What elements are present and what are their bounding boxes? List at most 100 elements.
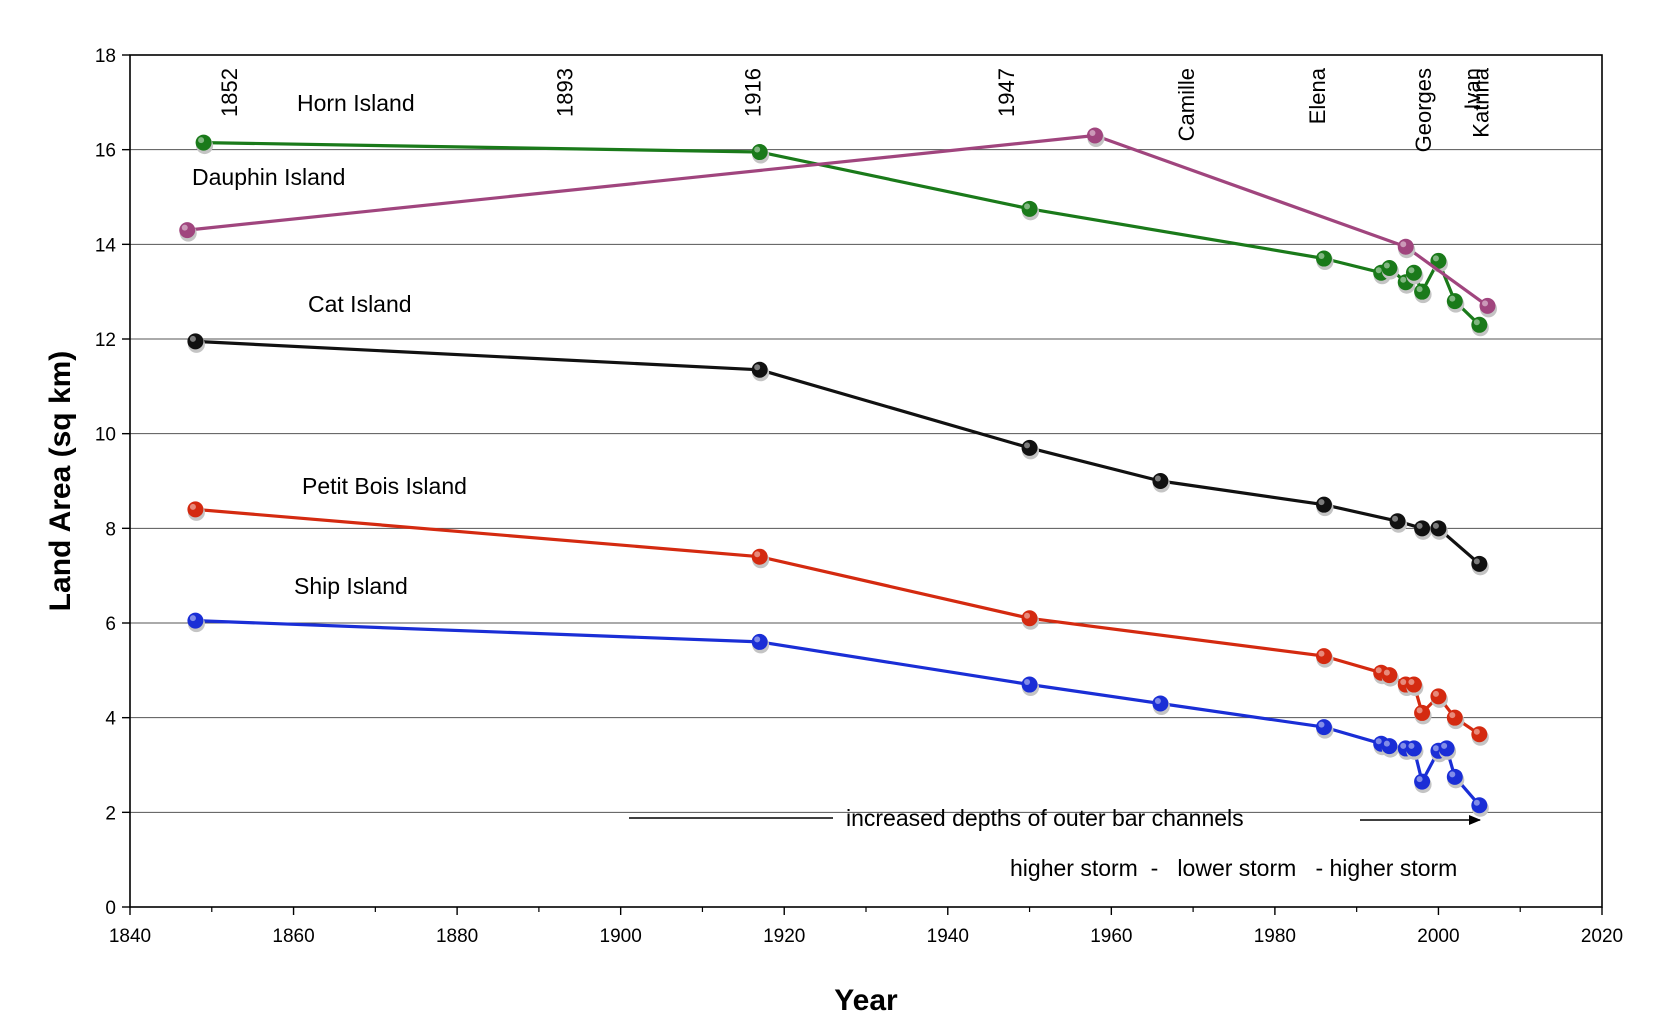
point-highlight-ship-island-11 [1441,742,1448,749]
point-highlight-petit-bois-island-4 [1375,667,1382,674]
point-highlight-horn-island-2 [1024,203,1031,210]
point-petit-bois-island-1 [751,548,768,565]
series-dauphin-island [179,127,1498,318]
point-cat-island-5 [1389,513,1406,530]
point-highlight-petit-bois-island-8 [1416,707,1423,714]
event-label-ivan: Ivan [1460,68,1485,110]
point-horn-island-2 [1021,200,1038,217]
point-highlight-ship-island-6 [1383,740,1390,747]
point-horn-island-5 [1381,260,1398,276]
y-tick-label-4: 4 [105,709,116,730]
point-petit-bois-island-5 [1381,667,1398,684]
series-label-petit-bois-island: Petit Bois Island [302,473,467,499]
series-cat-island [187,333,1489,576]
x-tick-label-1840: 1840 [109,926,151,947]
y-tick-label-0: 0 [105,898,116,919]
point-highlight-cat-island-0 [189,335,196,342]
point-horn-island-7 [1405,264,1422,281]
x-axis-title: Year [834,984,898,1017]
point-cat-island-0 [187,333,204,350]
series-label-cat-island: Cat Island [308,291,412,317]
point-dauphin-island-1 [1086,127,1103,144]
point-highlight-horn-island-10 [1449,295,1456,302]
x-tick-label-1880: 1880 [436,926,478,947]
point-petit-bois-island-7 [1405,676,1422,693]
x-tick-label-2000: 2000 [1417,926,1459,947]
point-highlight-petit-bois-island-9 [1432,690,1439,697]
series-ship-island [187,612,1489,817]
point-horn-island-11 [1471,316,1488,333]
point-petit-bois-island-8 [1414,704,1431,721]
point-highlight-cat-island-5 [1392,515,1399,522]
point-highlight-ship-island-5 [1375,738,1382,745]
point-petit-bois-island-10 [1446,709,1463,726]
x-tick-label-1900: 1900 [600,926,642,947]
series-line-cat-island [195,339,1481,566]
point-ship-island-9 [1414,773,1431,790]
event-label-georges: Georges [1411,68,1436,152]
point-horn-island-8 [1414,283,1431,300]
x-tick-label-1960: 1960 [1090,926,1132,947]
point-ship-island-2 [1021,676,1038,693]
point-highlight-horn-island-3 [1318,253,1325,260]
point-highlight-petit-bois-island-0 [189,503,196,510]
x-tick-label-1920: 1920 [763,926,805,947]
y-tick-label-12: 12 [95,330,116,351]
point-highlight-cat-island-1 [754,364,761,371]
point-cat-island-2 [1021,439,1038,456]
x-tick-label-1980: 1980 [1254,926,1296,947]
point-dauphin-island-2 [1397,238,1414,255]
point-highlight-cat-island-8 [1473,558,1480,565]
point-ship-island-4 [1315,719,1332,736]
y-tick-label-10: 10 [95,425,116,446]
event-labels: 1852 1893 1916 1947 Camille Elena Georges IvanK… [217,67,1493,152]
point-ship-island-8 [1405,740,1422,757]
point-highlight-petit-bois-island-6 [1400,679,1407,686]
point-petit-bois-island-11 [1471,726,1488,743]
y-tick-label-14: 14 [95,235,117,256]
x-tick-label-1860: 1860 [272,926,314,947]
point-ship-island-0 [187,612,204,629]
point-petit-bois-island-3 [1315,648,1332,665]
point-highlight-cat-island-4 [1318,499,1325,506]
point-highlight-horn-island-5 [1383,262,1390,269]
point-ship-island-3 [1152,695,1169,712]
point-highlight-petit-bois-island-5 [1383,669,1390,676]
point-highlight-dauphin-island-0 [181,224,188,231]
point-cat-island-4 [1315,496,1332,513]
point-highlight-ship-island-0 [189,615,196,622]
storm-annotation-text: higher storm - lower storm - higher stor… [1010,855,1457,881]
point-highlight-ship-island-13 [1473,799,1480,806]
point-highlight-petit-bois-island-1 [754,551,761,558]
point-cat-island-3 [1152,473,1169,489]
gridlines [130,149,1602,813]
point-highlight-horn-island-9 [1432,255,1439,262]
point-highlight-horn-island-1 [754,146,761,153]
point-highlight-ship-island-1 [754,636,761,643]
point-highlight-petit-bois-island-7 [1408,679,1415,686]
point-highlight-dauphin-island-3 [1482,300,1489,307]
point-highlight-cat-island-3 [1154,475,1161,482]
point-highlight-horn-island-0 [198,137,205,144]
point-highlight-petit-bois-island-3 [1318,650,1325,657]
series-line-ship-island [195,619,1481,807]
point-highlight-petit-bois-island-11 [1473,728,1480,735]
point-cat-island-1 [751,361,768,378]
point-highlight-ship-island-12 [1449,771,1456,778]
point-highlight-horn-island-4 [1375,267,1382,274]
point-horn-island-3 [1315,250,1332,267]
event-label-katrina: Katrina [1468,67,1493,137]
event-label-camille: Camille [1174,68,1199,141]
axis-ticks: 0 2 4 6 8 10 12 14 16 18 1840 1860 1880 1900 1920 1940 1… [95,46,1623,947]
point-horn-island-9 [1430,252,1447,269]
point-highlight-ship-island-9 [1416,776,1423,783]
y-tick-label-8: 8 [105,519,116,540]
event-label-1852: 1852 [217,68,242,117]
series-line-petit-bois-island [195,507,1481,736]
y-axis-title: Land Area (sq km) [44,351,77,612]
point-ship-island-1 [751,633,768,650]
point-highlight-ship-island-2 [1024,679,1031,686]
y-tick-label-2: 2 [105,803,116,824]
series-horn-island [195,134,1489,337]
point-cat-island-7 [1430,520,1447,537]
